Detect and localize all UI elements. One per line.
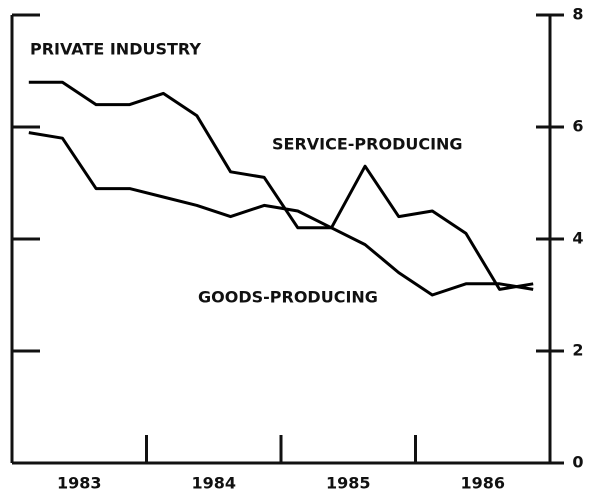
y-tick-label: 4 [572,229,583,248]
y-tick-label: 0 [572,453,583,472]
y-tick-label: 2 [572,341,583,360]
x-group-label: 1985 [326,474,371,493]
y-tick-label: 8 [572,5,583,24]
chart-title: PRIVATE INDUSTRY [30,40,201,59]
series-line [28,80,534,291]
x-group-label: 1983 [57,474,102,493]
x-group-label: 1986 [460,474,505,493]
y-tick-label: 6 [572,117,583,136]
series-line [28,131,534,297]
x-group-label: 1984 [191,474,236,493]
series-label: GOODS-PRODUCING [198,288,378,307]
series-label: SERVICE-PRODUCING [272,135,463,154]
